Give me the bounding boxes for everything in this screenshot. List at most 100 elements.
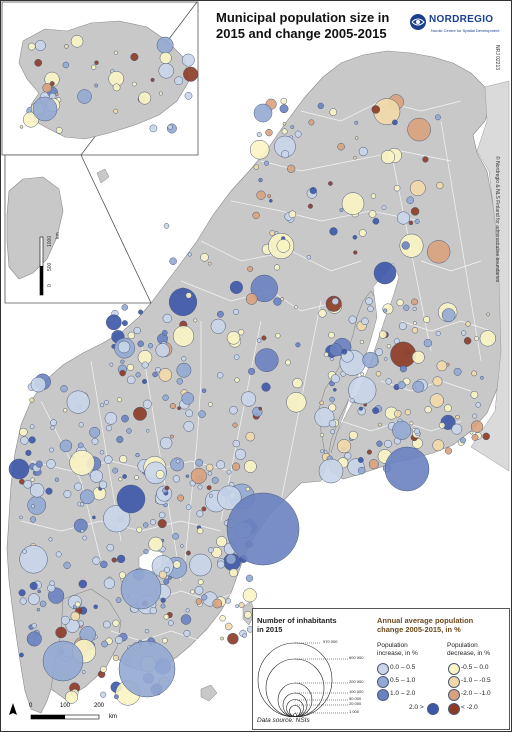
municipality-circle — [434, 114, 441, 121]
municipality-circle — [116, 435, 124, 444]
municipality-circle — [319, 400, 324, 406]
scandinavia-land — [6, 50, 504, 714]
municipality-circle — [121, 320, 128, 327]
municipality-circle — [435, 330, 441, 337]
municipality-circle — [244, 460, 257, 473]
municipality-circle — [177, 406, 182, 411]
municipality-circle — [453, 367, 462, 376]
municipality-circle — [470, 390, 479, 399]
municipality-circle — [19, 515, 23, 520]
municipality-circle — [263, 160, 270, 166]
municipality-circle — [375, 348, 383, 356]
legend-size-circles — [257, 642, 349, 717]
municipality-circle — [328, 419, 337, 428]
municipality-circle — [370, 193, 377, 199]
municipality-circle — [455, 414, 460, 420]
municipality-circle — [80, 529, 85, 533]
municipality-circle — [60, 385, 68, 393]
main-scale-bar: 0 100 200 km — [9, 701, 129, 727]
municipality-circle — [372, 407, 380, 415]
municipality-circle — [353, 155, 357, 160]
municipality-circle — [126, 428, 132, 434]
logo-tagline: Nordic Centre for Spatial Development — [431, 28, 500, 33]
municipality-circle — [329, 108, 338, 116]
municipality-circle — [63, 408, 68, 413]
decrease-swatch-3 — [448, 703, 460, 715]
municipality-circle — [105, 425, 113, 432]
iceland-land — [18, 20, 190, 140]
municipality-circle — [245, 431, 256, 442]
municipality-circle — [197, 484, 203, 490]
municipality-circle — [155, 366, 161, 373]
municipality-circle — [35, 460, 43, 468]
municipality-circle — [91, 64, 97, 70]
municipality-circle — [225, 598, 232, 604]
decrease-class-0: -0.5 – 0.0 — [461, 664, 489, 671]
municipality-circle — [399, 365, 407, 373]
municipality-circle — [211, 476, 219, 484]
municipality-circle — [341, 348, 348, 355]
municipality-circle — [91, 437, 99, 445]
municipality-circle — [27, 496, 47, 515]
municipality-circle — [94, 83, 99, 88]
municipality-circle — [292, 377, 303, 389]
municipality-circle — [273, 264, 281, 271]
municipality-circle — [220, 636, 224, 641]
legend-increase-title-1: Population — [377, 642, 408, 649]
municipality-circle — [54, 477, 60, 482]
municipality-circle — [330, 429, 336, 435]
municipality-circle — [118, 571, 126, 579]
municipality-circle — [229, 280, 243, 294]
decrease-swatch-1 — [448, 676, 460, 688]
logo-name: NORDREGIO — [429, 14, 494, 25]
municipality-circle — [157, 519, 167, 529]
copyright-note: © Nordregio & NLS Finland for administra… — [494, 156, 500, 283]
municipality-circle — [50, 419, 57, 427]
municipality-circle — [344, 452, 352, 460]
municipality-circle — [234, 377, 240, 383]
municipality-circle — [49, 580, 55, 587]
municipality-circle — [29, 516, 37, 523]
municipality-circle — [286, 392, 307, 413]
municipality-circle — [155, 343, 170, 358]
municipality-circle — [149, 124, 158, 133]
size-circle-970000 — [257, 642, 333, 717]
municipality-circle — [185, 409, 194, 418]
municipality-circle — [245, 574, 254, 582]
municipality-circle — [141, 378, 148, 385]
municipality-circle — [36, 607, 41, 612]
city-circle-gothenburg — [120, 568, 162, 610]
municipality-circle — [48, 537, 53, 542]
size-circle-50000 — [286, 699, 304, 717]
municipality-circle — [161, 329, 168, 336]
municipality-circle — [319, 432, 324, 438]
municipality-circle — [320, 449, 324, 454]
municipality-circle — [261, 335, 267, 341]
municipality-circle — [169, 402, 176, 410]
increase-swatch-2 — [377, 689, 389, 701]
municipality-circle — [45, 487, 53, 495]
municipality-circle — [176, 362, 192, 378]
municipality-circle — [234, 448, 247, 460]
municipality-circle — [362, 351, 379, 369]
municipality-circle — [155, 470, 165, 479]
municipality-circle — [385, 378, 392, 385]
municipality-circle — [77, 89, 92, 104]
municipality-circle — [195, 458, 204, 467]
municipality-circle — [194, 585, 204, 595]
size-circle-1000 — [293, 713, 297, 717]
municipality-circle — [34, 58, 43, 67]
city-circle-aarhus — [42, 640, 84, 682]
legend-size-600000: 600 000 — [349, 655, 364, 660]
size-circle-20000 — [289, 705, 301, 717]
municipality-circle — [365, 297, 373, 305]
municipality-circle — [242, 588, 257, 603]
municipality-circle — [245, 293, 258, 305]
main-scale-100: 100 — [60, 703, 71, 709]
municipality-circle — [92, 515, 96, 520]
municipality-circle — [258, 406, 263, 411]
municipality-circle — [119, 455, 128, 464]
municipality-circle — [451, 423, 463, 435]
municipality-circle — [232, 422, 238, 428]
legend-decrease-title-2: decrease, in % — [447, 650, 490, 657]
